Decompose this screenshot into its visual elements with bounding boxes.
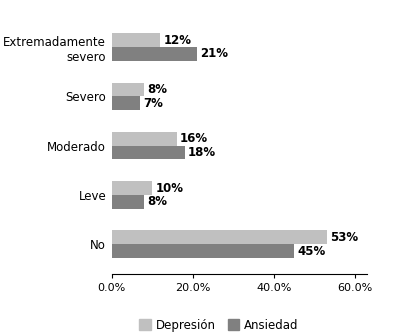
Bar (112, 33, 160, 47)
Bar (112, 82, 144, 96)
Bar (112, 146, 185, 159)
Legend: Depresión, Ansiedad: Depresión, Ansiedad (134, 314, 303, 334)
Bar (112, 230, 326, 244)
Text: 7%: 7% (143, 97, 163, 110)
Bar (112, 47, 197, 61)
Text: 12%: 12% (164, 34, 192, 47)
Text: 8%: 8% (147, 83, 168, 96)
Text: 45%: 45% (297, 245, 326, 258)
Bar (112, 181, 152, 195)
Bar (112, 195, 144, 209)
Text: 8%: 8% (147, 195, 168, 208)
Text: 10%: 10% (156, 182, 184, 195)
Text: 53%: 53% (330, 231, 358, 244)
Text: 16%: 16% (180, 132, 208, 145)
Bar (112, 244, 294, 258)
Text: 18%: 18% (188, 146, 216, 159)
Text: 21%: 21% (200, 47, 228, 60)
Bar (112, 96, 140, 110)
Bar (112, 132, 177, 146)
